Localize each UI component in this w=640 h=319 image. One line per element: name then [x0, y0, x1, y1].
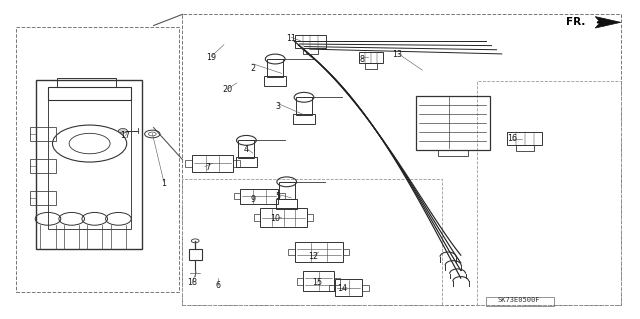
- Bar: [30, 159, 56, 173]
- Circle shape: [118, 129, 127, 133]
- Bar: [236, 157, 257, 167]
- Bar: [260, 208, 307, 227]
- Bar: [240, 189, 278, 204]
- Text: 15: 15: [312, 278, 322, 287]
- Bar: [359, 52, 383, 63]
- Bar: [334, 278, 340, 285]
- Text: 11: 11: [286, 34, 296, 43]
- Bar: [295, 35, 326, 48]
- Text: 12: 12: [308, 252, 319, 261]
- Text: FR.: FR.: [566, 17, 586, 27]
- Text: 6: 6: [215, 281, 220, 290]
- Bar: [416, 96, 490, 150]
- Bar: [362, 285, 369, 291]
- Bar: [365, 63, 378, 69]
- Bar: [516, 145, 534, 151]
- Text: 2: 2: [250, 64, 255, 73]
- Bar: [303, 48, 318, 54]
- Bar: [278, 182, 295, 199]
- Text: 9: 9: [250, 195, 255, 204]
- Bar: [234, 160, 240, 167]
- Polygon shape: [595, 17, 621, 28]
- Text: 18: 18: [187, 278, 197, 287]
- Bar: [278, 193, 285, 199]
- Bar: [335, 279, 362, 296]
- Bar: [295, 242, 343, 262]
- Bar: [192, 155, 234, 172]
- Bar: [276, 199, 298, 209]
- Bar: [16, 27, 179, 292]
- Bar: [48, 87, 131, 100]
- Bar: [30, 127, 56, 141]
- Bar: [182, 179, 442, 305]
- Text: 7: 7: [205, 163, 211, 172]
- Bar: [507, 132, 543, 145]
- Text: 14: 14: [337, 284, 348, 293]
- Bar: [438, 150, 467, 156]
- Text: SK73E0500F: SK73E0500F: [497, 297, 540, 303]
- Bar: [264, 76, 286, 86]
- Text: 20: 20: [222, 85, 232, 94]
- Bar: [477, 81, 621, 305]
- Text: 1: 1: [161, 179, 166, 188]
- Bar: [293, 114, 315, 124]
- Bar: [343, 249, 349, 255]
- Text: 10: 10: [270, 214, 280, 223]
- Bar: [296, 97, 312, 115]
- Bar: [182, 14, 621, 305]
- Text: 13: 13: [392, 50, 402, 59]
- Bar: [189, 249, 202, 260]
- Text: 17: 17: [120, 131, 130, 140]
- Bar: [329, 285, 335, 291]
- Bar: [307, 214, 313, 221]
- Bar: [303, 271, 334, 291]
- Bar: [57, 78, 116, 87]
- Bar: [234, 193, 240, 199]
- Text: 16: 16: [507, 134, 517, 143]
- Bar: [254, 214, 260, 221]
- Bar: [238, 140, 255, 158]
- Bar: [486, 297, 554, 306]
- Text: 8: 8: [359, 55, 364, 63]
- Bar: [288, 249, 295, 255]
- Text: 5: 5: [276, 192, 281, 201]
- Text: 4: 4: [244, 145, 249, 154]
- Bar: [30, 191, 56, 205]
- Text: 3: 3: [276, 102, 281, 111]
- Bar: [186, 160, 192, 167]
- Bar: [297, 278, 303, 285]
- Bar: [267, 59, 284, 77]
- Text: 19: 19: [206, 53, 216, 62]
